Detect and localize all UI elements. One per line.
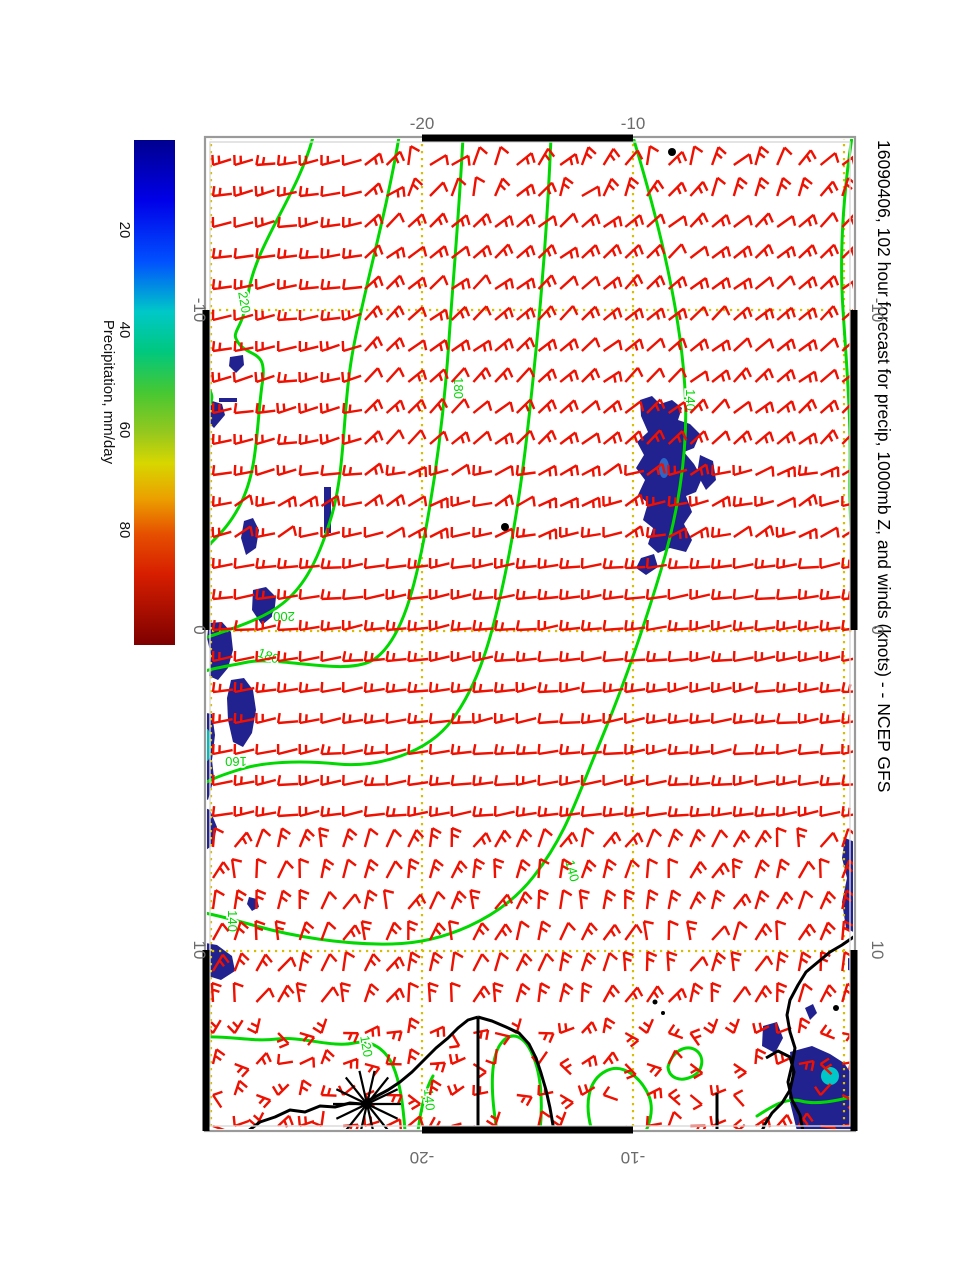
- contour-label: 180: [451, 377, 466, 399]
- precip-patch: [789, 1046, 853, 1129]
- precip-patch: [805, 1004, 817, 1020]
- axis-labels: -20 -10 -20 -10 -10 0 10 -10 0 10: [190, 114, 887, 1167]
- island-dot: [668, 148, 676, 156]
- map-frame: [202, 134, 858, 1134]
- island-dot: [652, 999, 658, 1005]
- axis-label-left: 10: [190, 941, 209, 960]
- colorbar: 20 40 60 80 Precipitation, mm/day: [100, 140, 175, 645]
- figure-title: 16090406, 102 hour forecast for precip, …: [874, 140, 894, 792]
- precip-patch: [762, 1022, 783, 1053]
- axis-label-right: 0: [868, 625, 887, 634]
- precip-patch: [227, 678, 256, 747]
- precip-patch: [241, 518, 259, 555]
- precip-patch: [229, 355, 244, 373]
- island-dot: [661, 1011, 665, 1015]
- gridlines: [207, 139, 853, 1129]
- precip-shading: [207, 355, 853, 1129]
- contour-label: 120: [357, 1034, 376, 1058]
- coastline: [248, 148, 853, 1129]
- contour-label: 220: [235, 290, 254, 314]
- contour-label: 200: [273, 609, 295, 624]
- contour-label: 140: [562, 858, 582, 883]
- axis-label-top: -10: [621, 114, 646, 133]
- colorbar-tick-label: 80: [116, 522, 133, 539]
- precip-patch: [219, 398, 237, 402]
- precip-patch: [697, 455, 716, 490]
- contour-label: 140: [421, 1088, 438, 1111]
- contour-label: 140: [225, 910, 240, 932]
- axis-label-bottom: -10: [621, 1148, 646, 1167]
- axis-label-bottom: -20: [410, 1148, 435, 1167]
- colorbar-tick-label: 40: [116, 322, 133, 339]
- contour-label: 160: [225, 754, 247, 769]
- axis-label-right: 10: [868, 941, 887, 960]
- colorbar-title: Precipitation, mm/day: [100, 320, 117, 465]
- island-dot: [501, 523, 509, 531]
- station-marker: [333, 1070, 401, 1129]
- height-contours: [207, 139, 853, 1129]
- axis-label-top: -20: [410, 114, 435, 133]
- axis-label-right: -10: [868, 298, 887, 323]
- colorbar-tick-label: 20: [116, 222, 133, 239]
- axis-label-left: -10: [190, 298, 209, 323]
- precip-heavy-spot: [821, 1067, 839, 1085]
- colorbar-gradient: [134, 140, 175, 645]
- colorbar-tick-label: 60: [116, 422, 133, 439]
- island-dot: [833, 1005, 839, 1011]
- axis-label-left: 0: [190, 625, 209, 634]
- wind-barbs: [207, 145, 853, 1129]
